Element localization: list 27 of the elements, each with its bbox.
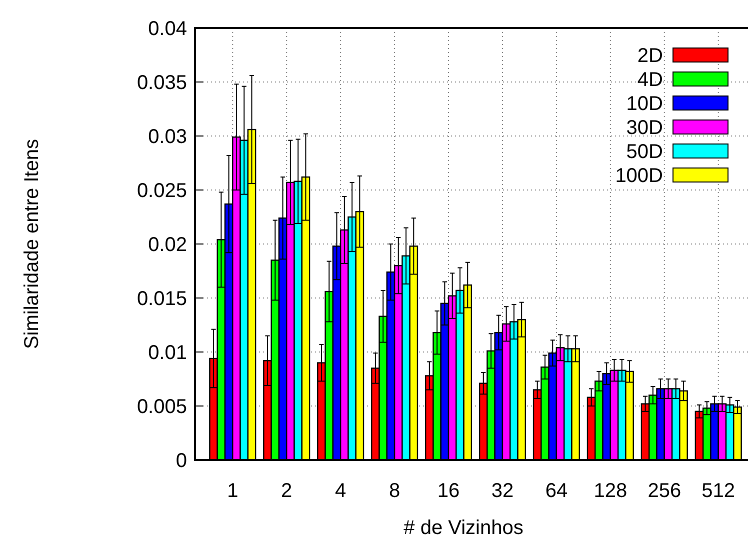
legend-label: 10D [626,93,663,115]
y-tick-label: 0.01 [148,342,187,364]
legend-label: 4D [637,69,663,91]
x-axis-title: # de Vizinhos [404,517,524,539]
x-tick-label: 512 [702,480,736,502]
x-tick-label: 4 [335,480,346,502]
x-tick-label: 8 [388,480,400,502]
x-tick-label: 16 [437,480,460,502]
x-tick-label: 64 [545,480,568,502]
y-tick-label: 0 [176,450,187,472]
legend-label: 100D [615,165,663,187]
legend-label: 2D [637,45,663,67]
x-tick-label: 128 [594,480,628,502]
x-tick-label: 32 [491,480,514,502]
x-tick-label: 1 [227,480,238,502]
x-tick-label: 2 [281,480,292,502]
y-tick-label: 0.04 [148,18,187,40]
y-axis-title: Similaridade entre Itens [21,138,43,350]
y-tick-label: 0.025 [136,180,187,202]
y-tick-label: 0.015 [136,288,187,310]
y-tick-label: 0.02 [148,234,187,256]
y-tick-label: 0.03 [148,126,187,148]
legend-label: 50D [626,141,663,163]
x-tick-label: 256 [648,480,682,502]
y-tick-label: 0.035 [136,72,187,94]
legend-label: 30D [626,117,663,139]
y-tick-label: 0.005 [136,396,187,418]
